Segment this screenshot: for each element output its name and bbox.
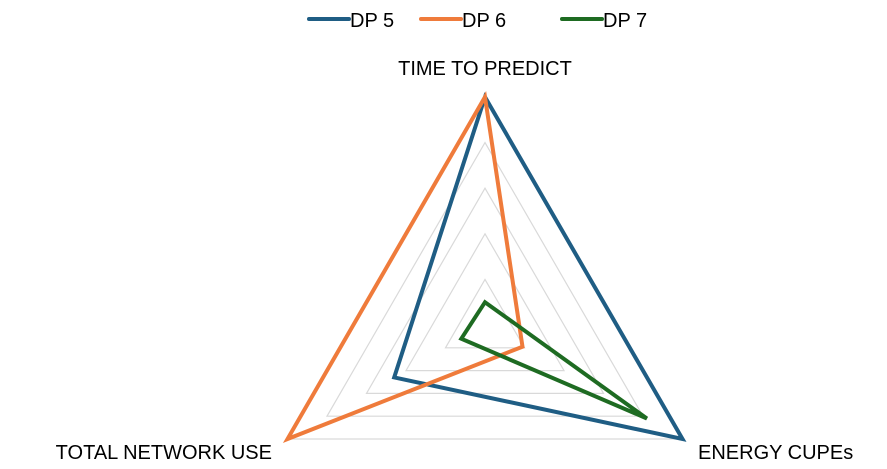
radar-grid: [286, 95, 684, 440]
legend-item-dp5: DP 5: [307, 10, 394, 32]
series-line-dp5: [391, 92, 687, 442]
grid-ring-4: [325, 141, 645, 417]
legend: DP 5 DP 6 DP 7: [307, 10, 647, 32]
legend-item-dp7: DP 7: [560, 10, 647, 32]
series-line-dp7: [458, 299, 649, 421]
series-line-dp6: [282, 91, 525, 443]
axis-label-total-network-use: TOTAL NETWORK USE: [56, 442, 272, 464]
legend-label-dp7: DP 7: [603, 10, 647, 32]
grid-ring-5: [286, 95, 684, 440]
axis-label-time-to-predict: TIME TO PREDICT: [398, 58, 572, 80]
legend-label-dp5: DP 5: [350, 10, 394, 32]
radar-series: [282, 91, 687, 443]
axis-label-energy-cupes: ENERGY CUPEs: [698, 442, 853, 464]
grid-ring-2: [404, 232, 566, 372]
legend-item-dp6: DP 6: [419, 10, 506, 32]
grid-ring-3: [365, 187, 605, 394]
legend-label-dp6: DP 6: [462, 10, 506, 32]
